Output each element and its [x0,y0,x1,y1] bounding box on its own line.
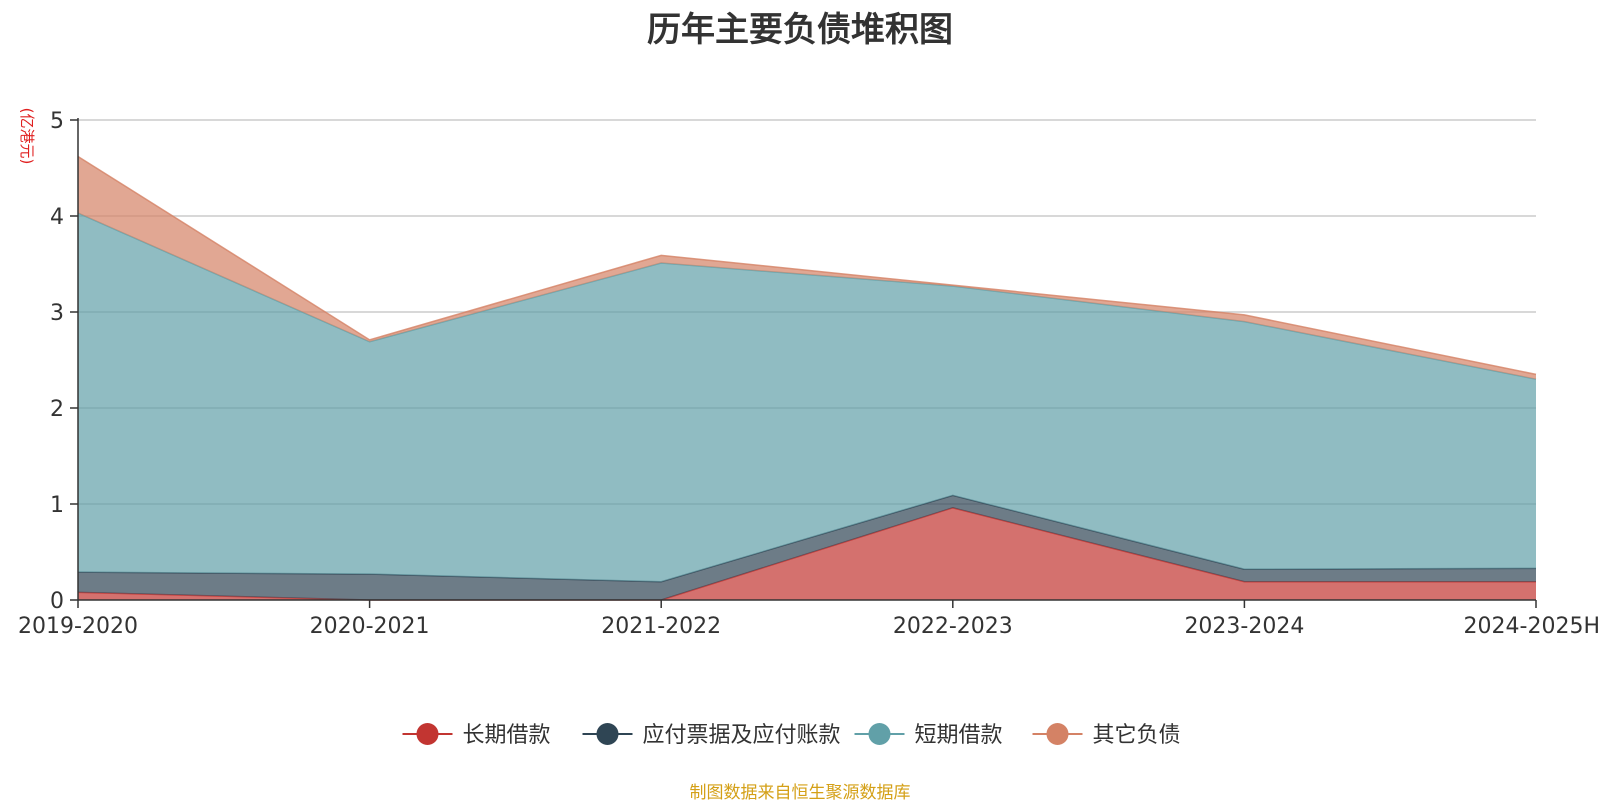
x-tick-label: 2022-2023 [893,614,1013,639]
x-tick-label: 2024-2025H [1464,614,1600,639]
y-tick-label: 1 [50,493,64,518]
x-tick-label: 2020-2021 [310,614,430,639]
legend-marker-1 [596,723,619,745]
x-tick-label: 2019-2020 [18,614,138,639]
legend-marker-2 [868,723,891,745]
area-series-0 [78,507,1536,600]
y-tick-label: 4 [50,205,64,230]
legend-label-1: 应付票据及应付账款 [643,723,841,748]
y-tick-label: 5 [50,109,64,134]
source-note: 制图数据来自恒生聚源数据库 [689,783,911,800]
y-tick-label: 0 [50,589,64,614]
area-series-1 [78,495,1536,600]
chart-title: 历年主要负债堆积图 [647,10,953,50]
x-tick-label: 2021-2022 [601,614,721,639]
area-series-2 [78,213,1536,582]
legend-label-0: 长期借款 [463,723,551,748]
y-tick-label: 2 [50,397,64,422]
x-tick-label: 2023-2024 [1184,614,1304,639]
legend-marker-3 [1046,723,1069,745]
legend-label-3: 其它负债 [1093,723,1181,748]
legend-label-2: 短期借款 [915,723,1003,748]
y-tick-label: 3 [50,301,64,326]
y-unit-label: (亿港元) [18,108,36,165]
legend-marker-0 [416,723,439,745]
line-series-3 [77,155,1537,376]
